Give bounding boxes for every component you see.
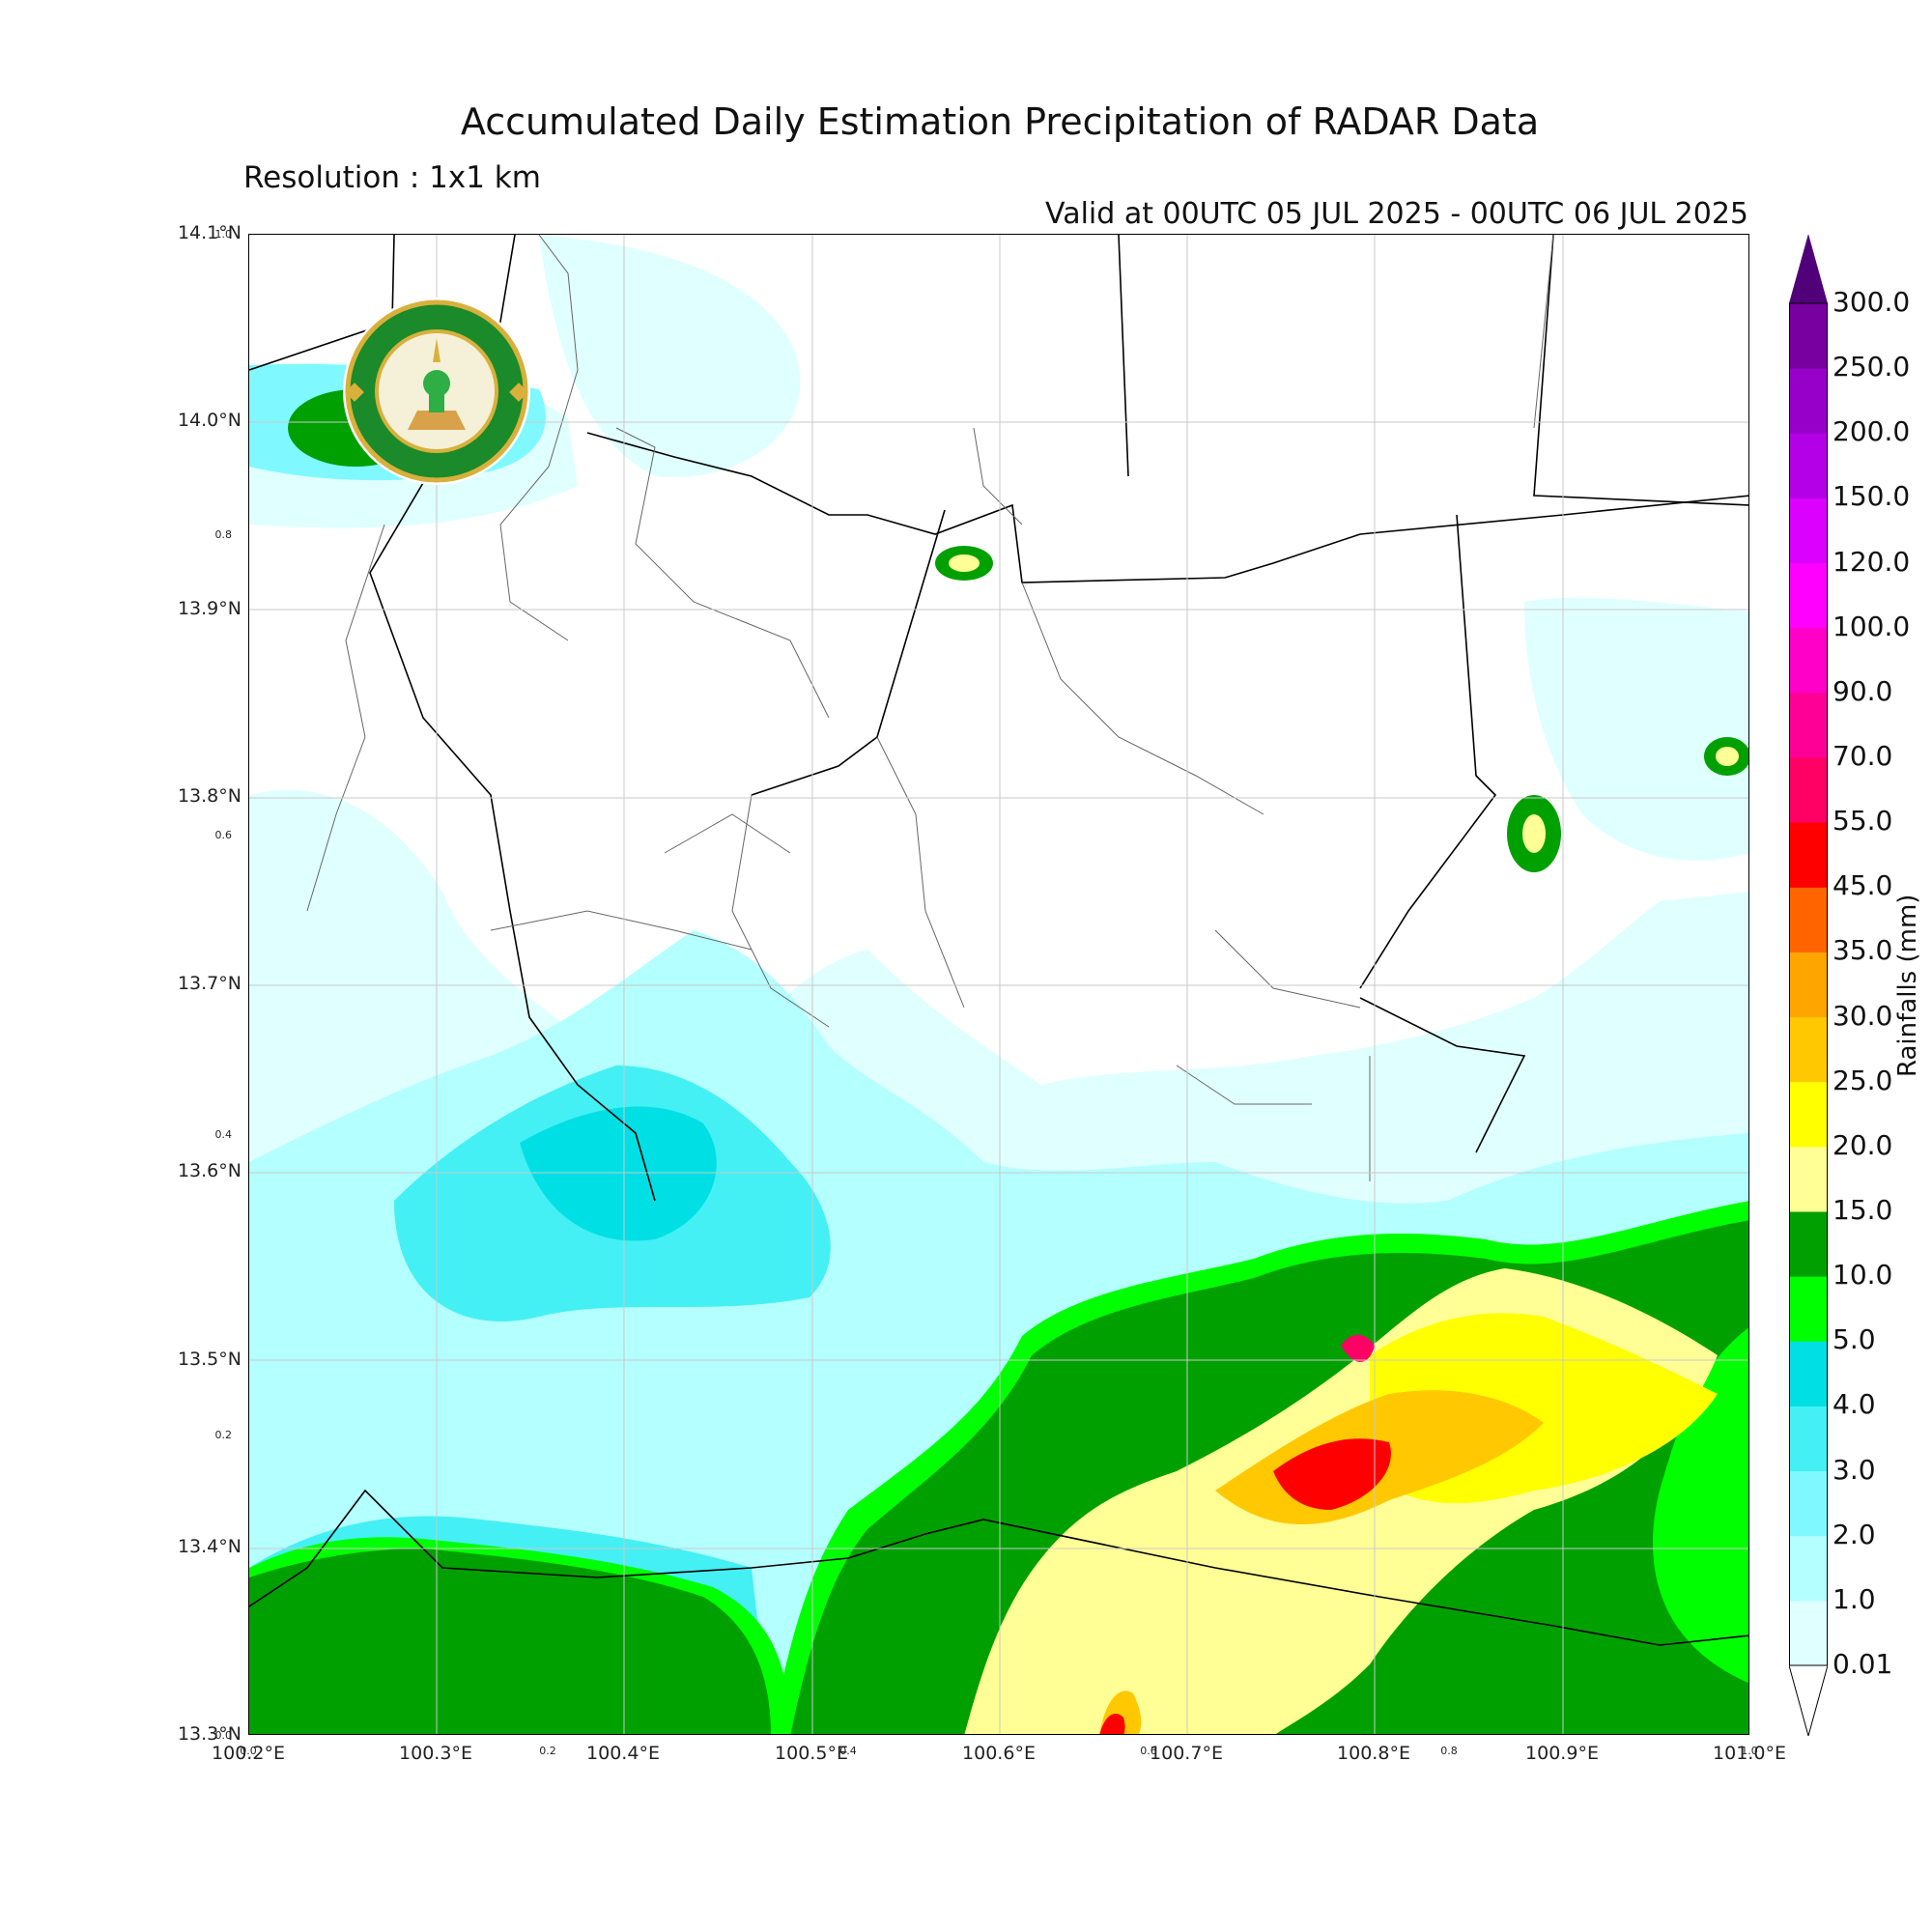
aux-x-label: 0.2	[539, 1745, 556, 1757]
colorbar-segment	[1789, 368, 1828, 434]
aux-x-label: 0.4	[839, 1745, 857, 1757]
lon-label-100.4: 100.4°E	[586, 1743, 660, 1764]
colorbar-segment	[1789, 952, 1828, 1018]
colorbar-segment	[1789, 1211, 1828, 1277]
colorbar-tick-label: 150.0	[1833, 480, 1911, 513]
valid-time-label: Valid at 00UTC 05 JUL 2025 - 00UTC 06 JU…	[1045, 197, 1748, 231]
colorbar-tick-label: 2.0	[1833, 1518, 1876, 1550]
colorbar-tick-label: 30.0	[1833, 999, 1893, 1032]
aux-x-label: 0.0	[240, 1745, 257, 1757]
lat-label-14.0: 14.0°N	[177, 410, 242, 431]
colorbar-segment	[1789, 1535, 1828, 1602]
map-plot-area	[248, 234, 1749, 1735]
colorbar-segment	[1789, 1341, 1828, 1406]
lat-label-13.5: 13.5°N	[177, 1349, 242, 1370]
aux-x-label: 0.8	[1440, 1745, 1458, 1757]
colorbar-segment	[1789, 757, 1828, 823]
colorbar-tick-label: 5.0	[1833, 1323, 1876, 1356]
colorbar-tick-label: 15.0	[1833, 1194, 1893, 1226]
colorbar-segment	[1789, 303, 1828, 369]
lat-label-13.4: 13.4°N	[177, 1536, 242, 1557]
aux-x-label: 0.6	[1140, 1745, 1157, 1757]
lon-label-100.2: 100.2°E	[212, 1743, 285, 1764]
colorbar-min-extension	[1788, 1664, 1829, 1738]
chart-title: Accumulated Daily Estimation Precipitati…	[460, 100, 1540, 143]
colorbar-tick-label: 55.0	[1833, 805, 1893, 838]
colorbar-segment	[1789, 692, 1828, 758]
colorbar-segment	[1789, 1600, 1828, 1666]
colorbar-tick-label: 10.0	[1833, 1259, 1893, 1292]
colorbar-tick-label: 25.0	[1833, 1064, 1893, 1096]
colorbar-segment	[1789, 1016, 1828, 1083]
colorbar-max-extension	[1789, 234, 1828, 303]
colorbar-tick-label: 3.0	[1833, 1453, 1876, 1486]
lat-label-13.7: 13.7°N	[177, 973, 242, 994]
colorbar-tick-label: 90.0	[1833, 674, 1893, 707]
colorbar-title: Rainfalls (mm)	[1893, 894, 1922, 1077]
colorbar-tick-label: 45.0	[1833, 869, 1893, 902]
colorbar-segment	[1789, 1081, 1828, 1148]
lat-label-13.6: 13.6°N	[177, 1160, 242, 1181]
colorbar-segment	[1789, 627, 1828, 694]
colorbar	[1788, 234, 1829, 1738]
lon-label-100.8: 100.8°E	[1337, 1743, 1410, 1764]
colorbar-segment	[1789, 433, 1828, 498]
aux-y-label: 0.4	[214, 1128, 233, 1141]
colorbar-segment	[1789, 562, 1828, 629]
lon-label-100.3: 100.3°E	[399, 1743, 472, 1764]
colorbar-segment	[1789, 887, 1828, 952]
aux-y-label: 0.2	[214, 1429, 233, 1441]
colorbar-segment	[1789, 1406, 1828, 1472]
colorbar-tick-label: 1.0	[1833, 1582, 1876, 1615]
colorbar-tick-label: 100.0	[1833, 610, 1911, 642]
lat-label-13.3: 13.3°N	[177, 1723, 242, 1745]
lat-label-14.1: 14.1°N	[177, 222, 242, 243]
colorbar-tick-label: 35.0	[1833, 934, 1893, 967]
tmd-emblem-icon	[340, 295, 533, 488]
lon-label-100.9: 100.9°E	[1525, 1743, 1599, 1764]
lon-label-100.6: 100.6°E	[962, 1743, 1036, 1764]
colorbar-tick-label: 250.0	[1833, 351, 1911, 384]
colorbar-tick-label: 4.0	[1833, 1388, 1876, 1421]
colorbar-tick-label: 20.0	[1833, 1128, 1893, 1161]
colorbar-segment	[1789, 1276, 1828, 1342]
district-boundaries	[306, 235, 1554, 1181]
lon-label-101.0: 101.0°E	[1713, 1743, 1786, 1764]
lat-label-13.8: 13.8°N	[177, 785, 242, 807]
colorbar-tick-label: 200.0	[1833, 415, 1911, 448]
colorbar-tick-label: 300.0	[1833, 286, 1911, 318]
colorbar-tick-label: 120.0	[1833, 545, 1911, 578]
aux-x-label: 1.0	[1741, 1745, 1758, 1757]
gridlines	[249, 235, 1748, 1734]
aux-y-label: 0.6	[214, 829, 233, 841]
colorbar-tick-label: 0.01	[1833, 1648, 1893, 1680]
aux-y-label: 0.8	[214, 528, 233, 541]
colorbar-segment	[1789, 1146, 1828, 1212]
lon-label-100.5: 100.5°E	[775, 1743, 848, 1764]
resolution-label: Resolution : 1x1 km	[243, 160, 541, 195]
colorbar-segment	[1789, 822, 1828, 888]
lon-label-100.7: 100.7°E	[1150, 1743, 1223, 1764]
aux-y-label: 0.0	[214, 1729, 233, 1742]
lat-label-13.9: 13.9°N	[177, 598, 242, 619]
aux-y-label: 1.0	[214, 228, 233, 241]
colorbar-tick-label: 70.0	[1833, 740, 1893, 772]
colorbar-segment	[1789, 497, 1828, 564]
colorbar-segment	[1789, 1470, 1828, 1537]
